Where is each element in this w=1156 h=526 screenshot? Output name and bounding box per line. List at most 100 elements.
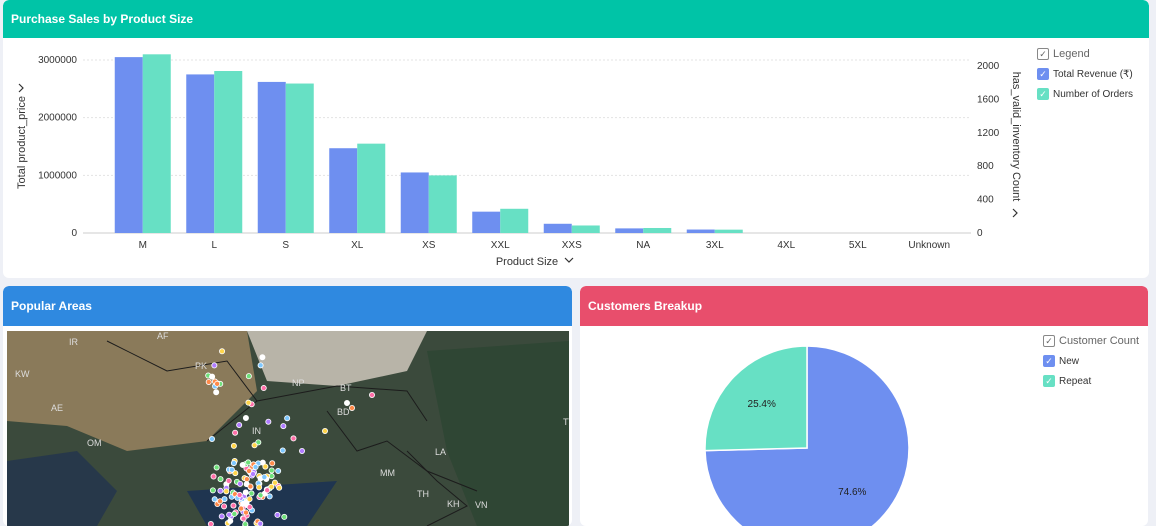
map-marker[interactable]	[242, 489, 249, 496]
map-marker[interactable]	[228, 466, 235, 473]
bar-revenue[interactable]	[472, 211, 501, 233]
map-marker[interactable]	[275, 468, 282, 475]
map-marker[interactable]	[230, 442, 237, 449]
map-marker[interactable]	[237, 480, 244, 487]
map-marker[interactable]	[217, 487, 224, 494]
bar-orders[interactable]	[571, 225, 600, 233]
map-marker[interactable]	[211, 362, 218, 369]
map-marker[interactable]	[230, 502, 237, 509]
bar-orders[interactable]	[643, 227, 672, 233]
map-marker[interactable]	[257, 362, 264, 369]
map-marker[interactable]	[251, 442, 258, 449]
map-marker[interactable]	[284, 415, 291, 422]
map-marker[interactable]	[231, 510, 238, 517]
map-marker[interactable]	[207, 521, 214, 526]
map-marker[interactable]	[268, 467, 275, 474]
map-marker[interactable]	[239, 461, 246, 468]
map-marker[interactable]	[343, 400, 350, 407]
map-marker[interactable]	[281, 513, 288, 520]
map-marker[interactable]	[226, 511, 233, 518]
popular-areas-map[interactable]: IR AF PK NP BT BD IN OM MM LA TH KH VN KW AE TV	[7, 331, 569, 526]
map-marker[interactable]	[230, 460, 237, 467]
sales-legend-toggle[interactable]: ✓ Legend	[1037, 44, 1133, 64]
map-marker[interactable]	[236, 421, 243, 428]
map-marker[interactable]	[348, 405, 355, 412]
map-marker[interactable]	[290, 435, 297, 442]
map-marker[interactable]	[246, 504, 253, 511]
map-marker[interactable]	[214, 380, 221, 387]
map-marker[interactable]	[218, 513, 225, 520]
pie-slice-repeat[interactable]	[704, 345, 808, 452]
bar-revenue[interactable]	[400, 172, 429, 233]
y-axis-left-label[interactable]: Total product_price	[16, 96, 28, 189]
map-marker[interactable]	[243, 509, 250, 516]
map-marker[interactable]	[213, 389, 220, 396]
map-marker[interactable]	[257, 492, 264, 499]
map-marker[interactable]	[279, 447, 286, 454]
legend-item-orders[interactable]: ✓ Number of Orders	[1037, 84, 1133, 104]
bar-revenue[interactable]	[543, 223, 572, 233]
map-marker[interactable]	[245, 399, 252, 406]
customers-legend-toggle[interactable]: ✓ Customer Count	[1043, 331, 1139, 351]
map-marker[interactable]	[236, 491, 243, 498]
map-marker[interactable]	[250, 471, 257, 478]
map-marker[interactable]	[248, 490, 255, 497]
bar-revenue[interactable]	[257, 81, 286, 233]
map-marker[interactable]	[257, 520, 264, 526]
bar-orders[interactable]	[142, 54, 171, 233]
map-marker[interactable]	[240, 515, 247, 522]
map-marker[interactable]	[209, 373, 216, 380]
chevron-down-icon[interactable]	[1012, 208, 1018, 218]
map-marker[interactable]	[276, 484, 283, 491]
bar-orders[interactable]	[357, 143, 386, 233]
map-marker[interactable]	[269, 460, 276, 467]
map-marker[interactable]	[238, 505, 245, 512]
map-marker[interactable]	[245, 459, 252, 466]
map-marker[interactable]	[223, 488, 230, 495]
map-marker[interactable]	[259, 354, 266, 361]
legend-item-repeat[interactable]: ✓ Repeat	[1043, 371, 1139, 391]
map-marker[interactable]	[262, 463, 269, 470]
map-marker[interactable]	[298, 448, 305, 455]
map-marker[interactable]	[243, 476, 250, 483]
bar-revenue[interactable]	[615, 228, 644, 233]
map-marker[interactable]	[266, 493, 273, 500]
bar-orders[interactable]	[714, 229, 743, 233]
bar-orders[interactable]	[500, 208, 529, 233]
legend-item-revenue[interactable]: ✓ Total Revenue (₹)	[1037, 64, 1133, 84]
bar-revenue[interactable]	[329, 148, 358, 233]
map-marker[interactable]	[321, 428, 328, 435]
map-marker[interactable]	[208, 436, 215, 443]
chevron-down-icon[interactable]	[564, 257, 574, 263]
map-marker[interactable]	[252, 464, 259, 471]
bar-orders[interactable]	[428, 175, 457, 233]
bar-orders[interactable]	[214, 71, 243, 233]
bar-revenue[interactable]	[114, 57, 143, 233]
map-marker[interactable]	[211, 496, 218, 503]
chevron-down-icon[interactable]	[18, 83, 24, 93]
map-marker[interactable]	[268, 483, 275, 490]
map-marker[interactable]	[264, 487, 271, 494]
map-marker[interactable]	[261, 474, 268, 481]
map-marker[interactable]	[217, 498, 224, 505]
map-marker[interactable]	[260, 385, 267, 392]
bar-orders[interactable]	[285, 83, 314, 233]
map-marker[interactable]	[242, 521, 249, 526]
map-marker[interactable]	[274, 511, 281, 518]
map-marker[interactable]	[280, 423, 287, 430]
map-marker[interactable]	[246, 496, 253, 503]
bar-revenue[interactable]	[686, 229, 715, 233]
map-marker[interactable]	[221, 503, 228, 510]
map-marker[interactable]	[209, 487, 216, 494]
map-marker[interactable]	[210, 473, 217, 480]
map-marker[interactable]	[242, 415, 249, 422]
map-marker[interactable]	[245, 373, 252, 380]
map-marker[interactable]	[205, 378, 212, 385]
map-marker[interactable]	[368, 392, 375, 399]
map-marker[interactable]	[219, 348, 226, 355]
y-axis-right-label[interactable]: has_valid_inventory Count	[1010, 72, 1022, 202]
map-marker[interactable]	[256, 484, 263, 491]
map-marker[interactable]	[232, 429, 239, 436]
map-marker[interactable]	[217, 476, 224, 483]
legend-item-new[interactable]: ✓ New	[1043, 351, 1139, 371]
